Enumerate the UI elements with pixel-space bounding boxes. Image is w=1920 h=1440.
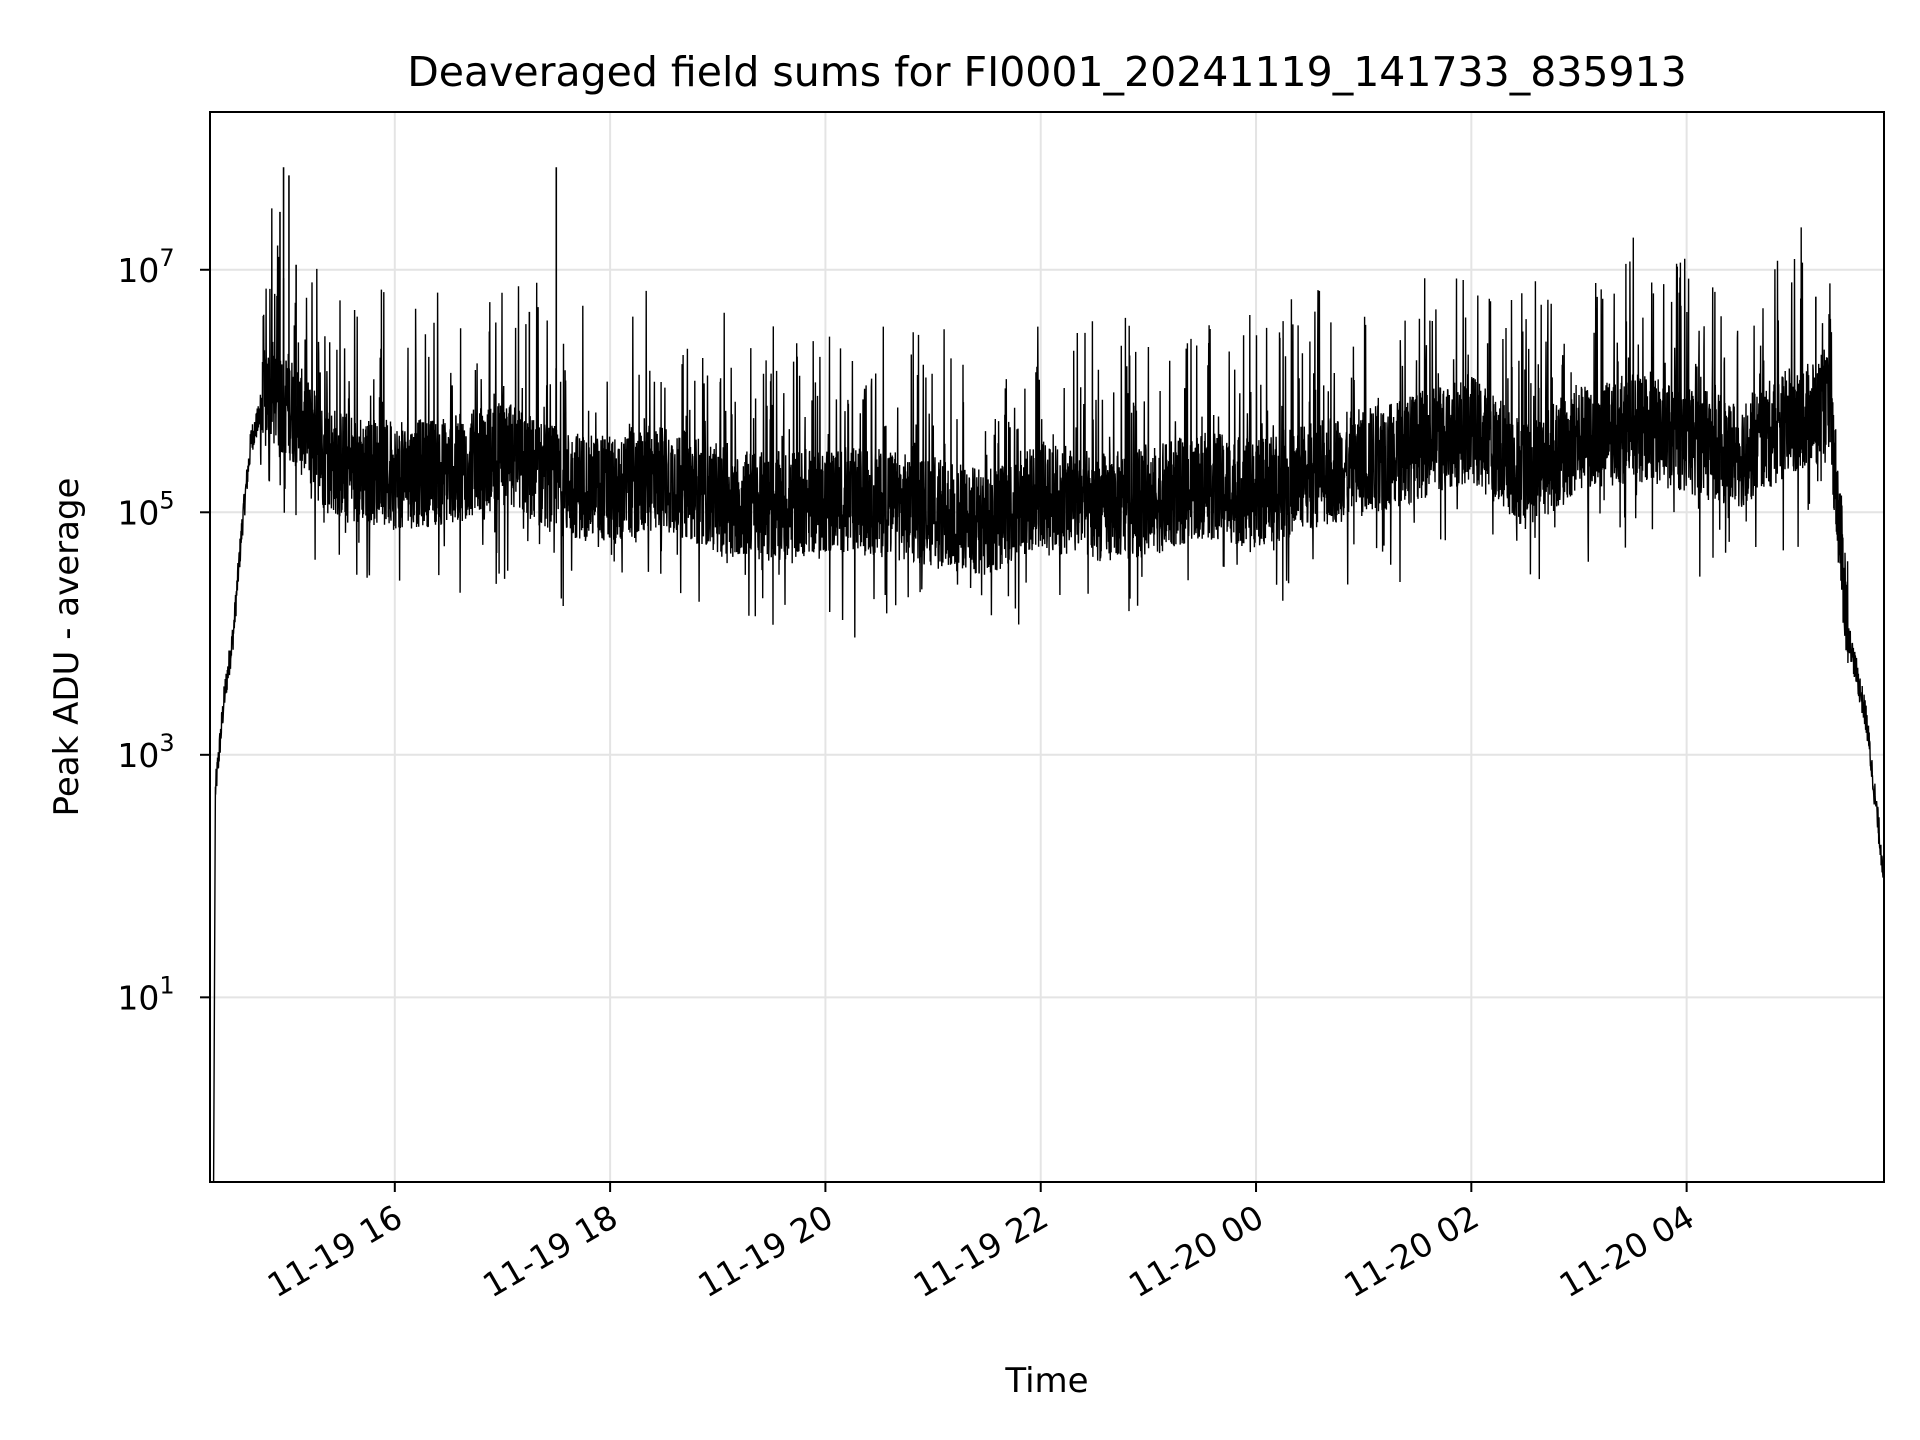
- grid-lines: [210, 112, 1884, 1182]
- chart-title: Deaveraged field sums for FI0001_2024111…: [407, 48, 1687, 96]
- y-axis-title: Peak ADU - average: [47, 478, 87, 817]
- series-line: [212, 208, 1885, 1183]
- y-tick-label: 103: [117, 729, 174, 775]
- plot-frame: [209, 111, 1885, 1183]
- y-tick-label: 107: [117, 244, 174, 290]
- x-axis-title: Time: [1004, 1361, 1088, 1401]
- y-tick-label: 101: [117, 971, 174, 1017]
- data-series: [212, 167, 1885, 1183]
- y-tick-label: 105: [117, 486, 174, 532]
